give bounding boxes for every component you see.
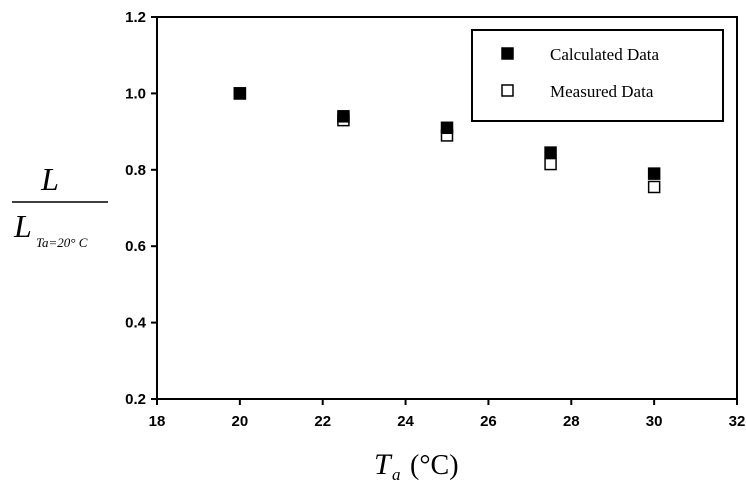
data-points xyxy=(233,87,661,194)
x-tick-label: 22 xyxy=(314,413,331,430)
legend-label-calculated: Calculated Data xyxy=(550,45,659,64)
x-tick-label: 28 xyxy=(563,413,580,430)
y-tick-label: 0.8 xyxy=(125,162,146,179)
y-label-denominator-subscript: Ta=20° C xyxy=(36,235,88,250)
y-tick-label: 1.2 xyxy=(125,9,146,26)
calculated-data-point xyxy=(440,121,454,135)
legend-marker-calculated xyxy=(501,47,514,60)
legend-box xyxy=(471,29,724,122)
legend-label-measured: Measured Data xyxy=(550,82,654,101)
calculated-data-point xyxy=(233,87,247,100)
x-tick-label: 20 xyxy=(232,413,249,430)
x-tick-label: 32 xyxy=(729,413,746,430)
measured-data-point xyxy=(544,157,557,171)
y-axis-label: L L Ta=20° C xyxy=(12,161,108,250)
calculated-data-point xyxy=(647,167,661,180)
legend-marker-measured xyxy=(501,84,514,97)
y-tick-label: 0.6 xyxy=(125,238,146,255)
measured-data-point xyxy=(647,180,661,194)
x-label-unit: (°C) xyxy=(410,450,459,481)
x-axis-ticks: 18 20 22 24 26 28 30 32 xyxy=(149,399,746,430)
calculated-data-point xyxy=(544,146,557,159)
x-tick-label: 18 xyxy=(149,413,166,430)
y-label-numerator: L xyxy=(40,161,59,197)
x-axis-label: T a (°C) xyxy=(374,448,459,483)
plot-frame xyxy=(156,16,738,400)
x-label-symbol: T xyxy=(374,448,393,481)
legend: Calculated Data Measured Data xyxy=(471,29,724,122)
y-tick-label: 0.4 xyxy=(125,315,147,332)
y-label-denominator: L xyxy=(13,208,32,244)
y-tick-label: 0.2 xyxy=(125,391,146,408)
x-label-subscript: a xyxy=(392,465,401,483)
y-tick-label: 1.0 xyxy=(125,85,146,102)
x-tick-label: 26 xyxy=(480,413,497,430)
x-tick-label: 30 xyxy=(646,413,663,430)
x-tick-label: 24 xyxy=(397,413,414,430)
calculated-data-point xyxy=(337,110,350,123)
y-axis-ticks: 0.2 0.4 0.6 0.8 1.0 1.2 xyxy=(125,9,157,408)
